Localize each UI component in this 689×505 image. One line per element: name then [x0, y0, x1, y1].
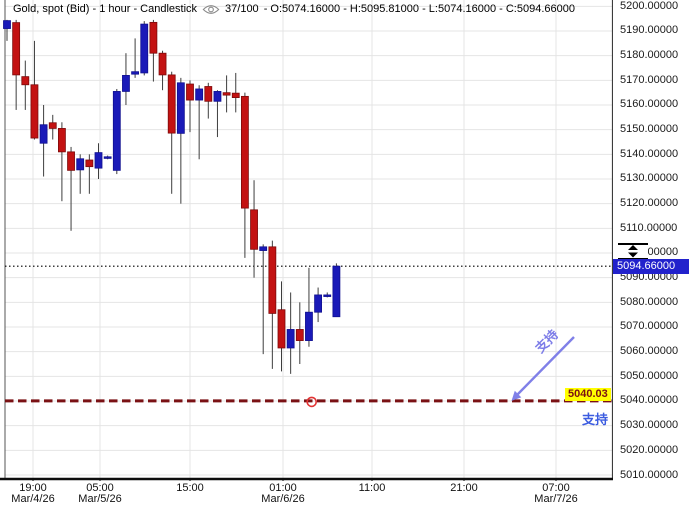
time-axis-label: 05:00	[86, 482, 114, 494]
candle-down	[149, 21, 158, 54]
candle-up	[122, 74, 130, 92]
price-axis-label: 5160.00000	[620, 98, 679, 111]
price-axis-label: 5110.00000	[620, 221, 678, 234]
candle-up	[286, 329, 295, 349]
candle-down	[268, 246, 277, 314]
support-price-tag[interactable]: 5040.03	[565, 388, 611, 401]
candle-down	[277, 309, 286, 349]
arrow-head[interactable]	[511, 390, 522, 401]
candle-up	[94, 152, 103, 169]
time-axis-label: 07:00	[542, 482, 570, 494]
price-axis-label: 5130.00000	[620, 172, 679, 185]
support-label-text[interactable]: 支持	[582, 412, 609, 427]
candle-down	[158, 52, 167, 76]
candle-down	[48, 122, 57, 129]
candle-up	[305, 311, 313, 341]
time-axis-label: 21:00	[450, 482, 478, 494]
candle-down	[231, 92, 240, 98]
date-axis-label: Mar/5/26	[78, 493, 122, 505]
candle-up	[323, 294, 332, 297]
candle-down	[67, 151, 75, 171]
price-axis-label: 5150.00000	[620, 123, 679, 136]
axis-scale-handle[interactable]	[618, 243, 648, 260]
price-axis-label: 5120.00000	[620, 197, 679, 210]
candle-up	[76, 158, 85, 171]
price-axis-label: 5060.00000	[620, 345, 679, 358]
price-axis-label: 5080.00000	[620, 295, 679, 308]
candle-down	[295, 329, 304, 341]
time-axis-panel: 19:00 Mar/4/26 05:00 Mar/5/26 15:00 01:00 Mar/…	[0, 481, 614, 505]
support-line-handle[interactable]	[306, 396, 318, 408]
current-price-label: 5094.66000	[613, 259, 689, 274]
price-axis-label: 5070.00000	[620, 320, 679, 333]
candle-down	[85, 159, 94, 168]
candle-up	[259, 246, 268, 251]
price-axis-label: 5190.00000	[620, 24, 679, 37]
candle-down	[240, 95, 249, 209]
candle-down	[204, 86, 213, 102]
eye-icon[interactable]	[202, 4, 220, 15]
chart-title-bar: Gold, spot (Bid) - 1 hour - Candlestick …	[13, 3, 575, 15]
date-axis-label: Mar/7/26	[534, 493, 578, 505]
price-axis-label: 5050.00000	[620, 369, 679, 382]
candle-up	[103, 156, 112, 159]
candle-up	[332, 265, 341, 318]
candle-down	[186, 83, 194, 101]
arrow-line[interactable]	[516, 336, 575, 396]
date-axis-label: Mar/6/26	[261, 493, 305, 505]
price-axis-label: 5030.00000	[620, 419, 679, 432]
candle-up	[140, 23, 149, 74]
up-down-arrows-icon	[628, 245, 638, 258]
date-axis-label: Mar/4/26	[11, 493, 55, 505]
chart-title: Gold, spot (Bid) - 1 hour - Candlestick	[13, 3, 198, 15]
candle-up	[176, 82, 185, 134]
candle-down	[250, 209, 258, 250]
candle-up	[213, 91, 222, 102]
candle-up	[195, 88, 204, 101]
candle-up	[131, 71, 140, 75]
candle-up	[112, 91, 121, 171]
price-axis-label: 5180.00000	[620, 49, 679, 62]
price-axis-label: 5010.00000	[620, 468, 679, 481]
time-axis-label: 15:00	[176, 482, 204, 494]
time-axis-label: 01:00	[269, 482, 297, 494]
candle-down	[222, 92, 231, 96]
bar-counter: 37/100	[225, 3, 259, 15]
candle-up	[39, 124, 48, 144]
price-axis-label: 5090.00000	[620, 271, 679, 284]
candle-up	[3, 20, 11, 29]
candle-down	[58, 128, 66, 153]
time-axis-label: 11:00	[358, 482, 386, 494]
candle-up	[314, 294, 323, 313]
candle-down	[167, 74, 176, 134]
candle-down	[21, 76, 30, 86]
candle-down	[30, 84, 39, 139]
price-axis-label: 5200.00000	[620, 0, 679, 12]
ohlc-summary: - O:5074.16000 - H:5095.81000 - L:5074.1…	[263, 3, 575, 15]
price-axis-label: 5020.00000	[620, 443, 679, 456]
time-axis-label: 19:00	[19, 482, 47, 494]
price-axis-label: 5040.00000	[620, 394, 679, 407]
price-axis-label: 5140.00000	[620, 147, 679, 160]
candle-down	[12, 22, 21, 76]
price-axis-panel: 5200.00000 5190.00000 5180.00000 5170.00000…	[613, 0, 689, 481]
price-axis-label: 5170.00000	[620, 73, 679, 86]
